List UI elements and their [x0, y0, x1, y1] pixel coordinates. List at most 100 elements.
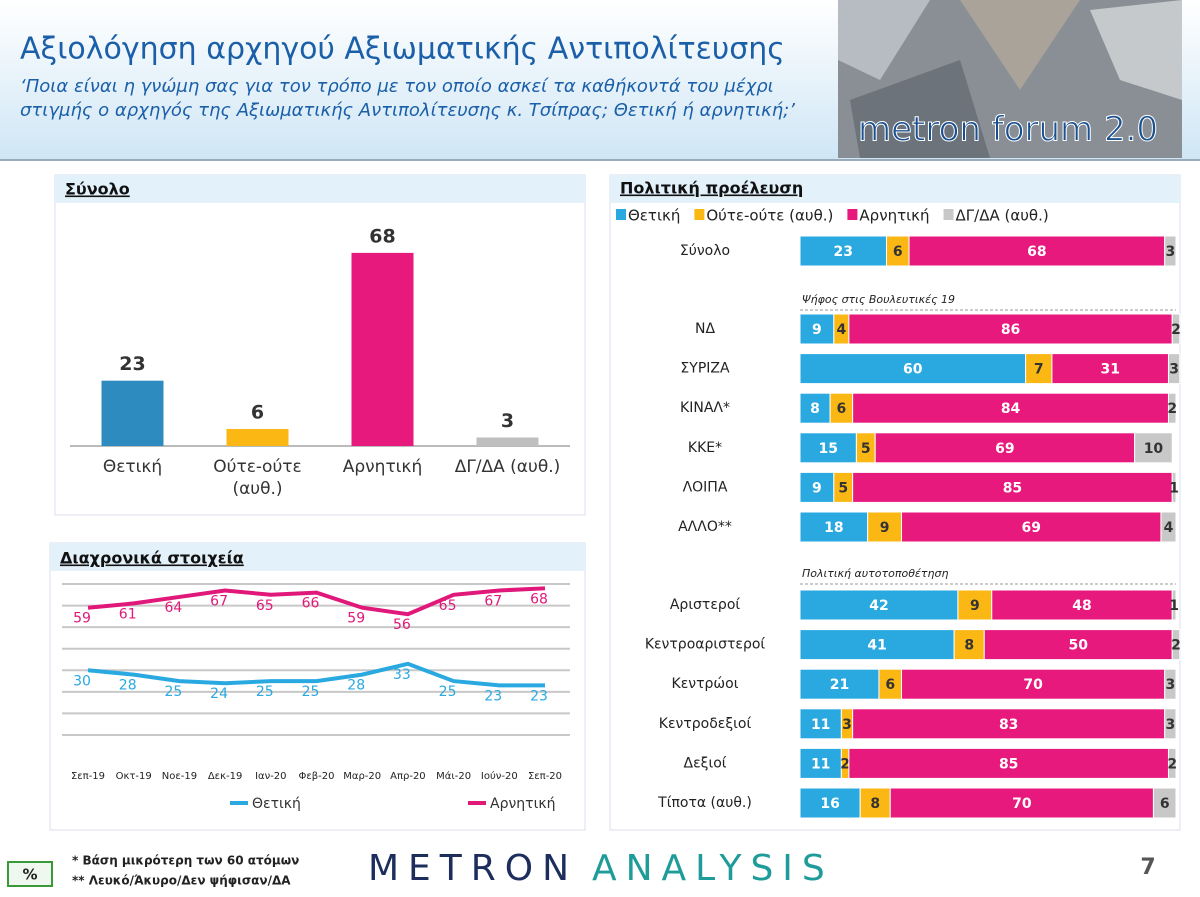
data-label: 2	[1167, 401, 1177, 417]
data-label: 9	[812, 322, 822, 338]
badge	[7, 861, 53, 887]
panel-head	[610, 175, 1180, 203]
bar-segment	[1167, 747, 1177, 779]
panel-title: Διαχρονικά στοιχεία	[60, 549, 244, 568]
data-label: 5	[861, 441, 871, 457]
data-label: 9	[880, 520, 890, 536]
footnote: * Βάση μικρότερη των 60 ατόμων	[72, 854, 299, 868]
data-label: 6	[1160, 796, 1170, 812]
bar-segment	[852, 708, 1166, 740]
logo-shape	[960, 0, 1080, 90]
legend-label: Ούτε-ούτε (αυθ.)	[706, 207, 833, 225]
data-label: 23	[484, 688, 502, 704]
data-label: 65	[256, 598, 274, 614]
legend-swatch	[694, 209, 705, 220]
data-label: 3	[1165, 717, 1175, 733]
bar-segment	[799, 313, 835, 345]
data-label: 3	[842, 717, 852, 733]
data-label: 30	[73, 673, 91, 689]
legend-swatch	[616, 209, 626, 220]
bar-segment	[1164, 235, 1177, 267]
bar-segment	[1051, 353, 1169, 385]
x-tick-label: Ιούν-20	[481, 770, 518, 782]
y-tick-label: Κεντρώοι	[672, 676, 739, 692]
data-label: 60	[903, 362, 923, 378]
data-label: 70	[1012, 796, 1032, 812]
series-line	[87, 661, 545, 688]
logo-shape	[838, 0, 930, 80]
y-tick-label: ΑΛΛΟ**	[678, 519, 732, 535]
data-label: 8	[964, 638, 974, 654]
data-label: 11	[811, 717, 830, 733]
data-label: 69	[995, 441, 1014, 457]
x-tick-label: Θετική	[102, 457, 163, 477]
x-tick-label: Σεπ-20	[528, 771, 562, 782]
bar-segment	[799, 747, 842, 779]
data-label: 9	[812, 480, 822, 496]
data-label: 59	[73, 611, 91, 627]
data-label: 68	[369, 225, 395, 247]
data-label: 85	[999, 756, 1018, 772]
data-label: 3	[1169, 362, 1179, 378]
bar-segment	[1164, 668, 1177, 700]
data-label: 67	[210, 593, 228, 609]
panel-head	[50, 543, 585, 571]
data-label: 9	[970, 598, 980, 614]
panel-title: Πολιτική προέλευση	[620, 179, 803, 198]
badge-text: %	[22, 866, 37, 884]
title: Αξιολόγηση αρχηγού Αξιωματικής Αντιπολίτ…	[20, 32, 785, 67]
bar-segment	[908, 235, 1166, 267]
data-label: 56	[393, 617, 411, 633]
y-tick-label: Κεντροαριστεροί	[645, 637, 766, 653]
y-tick-label: ΚΙΝΑΛ*	[680, 400, 730, 416]
x-tick-label: Μάι-20	[436, 770, 471, 782]
data-label: 2	[1167, 756, 1177, 772]
data-label: 6	[836, 401, 846, 417]
logo-shape	[1090, 0, 1182, 100]
bar-segment	[1164, 708, 1177, 740]
data-label: 67	[484, 593, 502, 609]
data-label: 3	[1165, 244, 1175, 260]
data-label: 48	[1072, 598, 1091, 614]
bar-segment	[799, 668, 880, 700]
data-label: 7	[1034, 362, 1044, 378]
data-label: 28	[347, 678, 365, 694]
y-tick-label: ΣΥΡΙΖΑ	[680, 361, 730, 377]
bar-segment	[1134, 432, 1173, 464]
bar-segment	[1167, 392, 1177, 424]
legend-swatch	[847, 209, 858, 220]
bar-segment	[1152, 787, 1177, 819]
data-label: 21	[830, 677, 849, 693]
y-tick-label: ΛΟΙΠΑ	[683, 479, 728, 495]
x-tick-label: Αρνητική	[342, 457, 423, 477]
bar-segment	[1171, 629, 1181, 661]
x-tick-label: Μαρ-20	[343, 771, 381, 782]
data-label: 1	[1169, 480, 1179, 496]
y-tick-label: Δεξιοί	[684, 755, 727, 771]
data-label: 83	[999, 717, 1018, 733]
y-tick-label: Σύνολο	[680, 243, 730, 259]
bar-segment	[901, 511, 1162, 543]
bar-segment	[874, 432, 1136, 464]
bar-segment	[848, 313, 1173, 345]
legend-label: Αρνητική	[859, 207, 929, 225]
panel-head	[55, 175, 585, 203]
data-label: 6	[893, 244, 903, 260]
annotation: Πολιτική αυτοτοποθέτηση	[802, 567, 948, 580]
data-label: 1	[1169, 598, 1179, 614]
bar	[476, 437, 539, 446]
bar-segment	[799, 471, 835, 503]
bar-segment	[867, 511, 903, 543]
bar	[101, 380, 164, 446]
data-label: 2	[840, 756, 850, 772]
data-label: 23	[119, 353, 145, 375]
data-label: 33	[393, 667, 411, 683]
data-label: 15	[818, 441, 837, 457]
data-label: 2	[1171, 322, 1181, 338]
brand: METRON	[368, 848, 578, 889]
bar-segment	[852, 471, 1173, 503]
data-label: 3	[501, 410, 514, 432]
data-label: 5	[838, 480, 848, 496]
data-label: 4	[836, 322, 846, 338]
bar-segment	[1171, 589, 1177, 621]
